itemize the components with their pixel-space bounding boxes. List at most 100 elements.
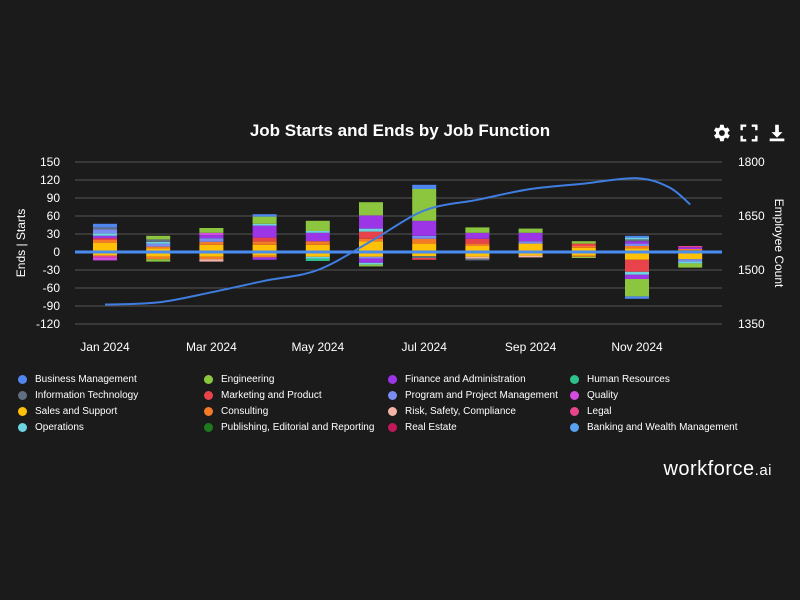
y-axis-title: Ends | Starts [14,209,28,277]
legend-item[interactable]: Engineering [204,372,274,386]
x-tick-label: Jan 2024 [80,340,130,354]
legend-label: Finance and Administration [405,373,526,385]
legend-dot-icon [18,422,27,432]
start-bar-segment [252,237,277,242]
end-bar-segment [465,256,490,259]
legend-dot-icon [570,422,579,432]
end-bar-segment [678,261,703,264]
end-bar-segment [146,252,171,257]
legend-item[interactable]: Information Technology [18,388,138,402]
legend-item[interactable]: Publishing, Editorial and Reporting [204,420,374,434]
end-bar-segment [625,271,649,275]
start-bar-segment [625,248,649,252]
start-bar-segment [678,249,703,251]
end-bar-segment [571,252,596,256]
end-bar-segment [678,259,703,262]
legend-item[interactable]: Risk, Safety, Compliance [388,404,516,418]
start-bar-segment [359,228,383,232]
y-tick-label: 30 [47,227,61,241]
start-bar-segment [146,248,171,252]
legend-item[interactable]: Marketing and Product [204,388,322,402]
end-bar-segment [571,256,596,258]
start-bar-segment [93,227,117,230]
end-bar-segment [199,259,224,262]
start-bar-segment [199,228,224,233]
start-bar-segment [252,244,277,252]
legend-label: Operations [35,421,84,433]
start-bar-segment [252,216,277,224]
download-icon[interactable] [766,122,788,144]
end-bar-segment [625,259,649,272]
end-bar-segment [359,258,383,263]
fullscreen-icon[interactable] [738,122,760,144]
start-bar-segment [252,214,277,217]
start-bar-segment [625,243,649,246]
legend-label: Publishing, Editorial and Reporting [221,421,375,433]
legend-item[interactable]: Business Management [18,372,137,386]
start-bar-segment [465,232,490,239]
legend-item[interactable]: Quality [570,388,618,402]
y-tick-label: -120 [36,317,60,331]
start-bar-segment [93,223,117,228]
x-tick-label: May 2024 [291,340,344,354]
start-bar-segment [518,241,543,244]
start-bar-segment [146,235,171,240]
legend-item[interactable]: Finance and Administration [388,372,526,386]
gear-icon[interactable] [710,122,732,144]
y-tick-label: 120 [40,173,60,187]
legend-label: Risk, Safety, Compliance [405,405,516,417]
legend-label: Business Management [35,373,137,385]
legend-label: Sales and Support [35,405,118,417]
start-bar-segment [93,229,117,234]
y2-tick-label: 1650 [738,209,765,223]
start-bar-segment [359,202,383,216]
end-bar-segment [146,256,171,260]
x-tick-label: Mar 2024 [186,340,237,354]
employee-count-line [104,177,691,306]
start-bar-segment [146,239,171,242]
start-bar-segment [625,235,649,238]
legend-dot-icon [388,390,397,400]
legend-dot-icon [570,406,579,416]
legend-dot-icon [18,374,27,384]
start-bar-segment [305,241,330,245]
y2-tick-label: 1800 [738,155,765,169]
legend-item[interactable]: Sales and Support [18,404,117,418]
end-bar-segment [199,256,224,260]
start-bar-segment [199,235,224,239]
legend-label: Human Resources [587,373,670,385]
start-bar-segment [305,231,330,233]
start-bar-segment [146,246,171,249]
start-bar-segment [252,223,277,226]
start-bar-segment [359,238,383,242]
end-bar-segment [465,252,490,257]
y2-tick-label: 1500 [738,263,765,277]
end-bar-segment [465,258,490,261]
x-tick-label: Jul 2024 [402,340,448,354]
legend-item[interactable]: Real Estate [388,420,457,434]
legend-label: Marketing and Product [221,389,322,401]
start-bar-segment [625,239,649,242]
legend-label: Banking and Wealth Management [587,421,738,433]
legend-dot-icon [204,406,213,416]
end-bar-segment [412,256,437,258]
legend-dot-icon [204,390,213,400]
x-tick-label: Sep 2024 [505,340,557,354]
y-tick-label: -60 [43,281,61,295]
start-bar-segment [252,241,277,245]
legend-dot-icon [570,374,579,384]
start-bar-segment [412,184,437,189]
legend-item[interactable]: Legal [570,404,611,418]
end-bar-segment [252,255,277,258]
end-bar-segment [252,252,277,256]
legend-item[interactable]: Consulting [204,404,268,418]
legend-item[interactable]: Operations [18,420,84,434]
legend-item[interactable]: Human Resources [570,372,670,386]
start-bar-segment [571,241,596,244]
legend-item[interactable]: Banking and Wealth Management [570,420,737,434]
start-bar-segment [518,243,543,252]
legend-item[interactable]: Program and Project Management [388,388,558,402]
start-bar-segment [359,215,383,229]
end-bar-segment [518,255,543,258]
start-bar-segment [518,228,543,233]
